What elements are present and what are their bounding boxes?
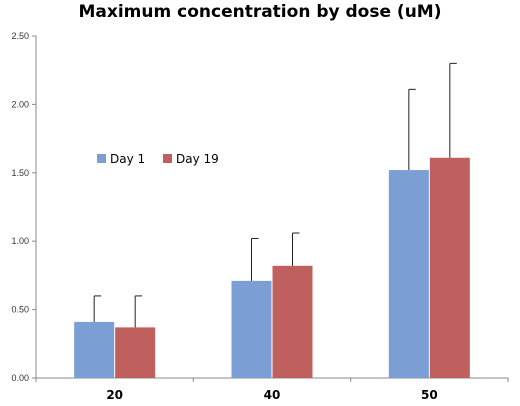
y-tick-label: 0.50 — [11, 305, 29, 315]
bar — [74, 321, 115, 378]
legend-label: Day 1 — [110, 152, 145, 166]
y-tick-label: 2.00 — [11, 99, 29, 109]
bar — [272, 265, 313, 378]
y-tick-label: 1.00 — [11, 236, 29, 246]
x-tick-label: 20 — [106, 388, 123, 402]
chart-title: Maximum concentration by dose (uM) — [78, 2, 442, 22]
y-tick-label: 0.00 — [11, 373, 29, 383]
legend-label: Day 19 — [176, 152, 219, 166]
x-tick-label: 40 — [264, 388, 281, 402]
x-tick-label: 50 — [421, 388, 438, 402]
y-tick-label: 2.50 — [11, 31, 29, 41]
y-tick-label: 1.50 — [11, 168, 29, 178]
bar — [115, 327, 156, 378]
legend-swatch — [163, 154, 172, 163]
bar — [231, 280, 272, 378]
bar — [429, 157, 470, 378]
legend-swatch — [97, 154, 106, 163]
bar — [388, 170, 429, 378]
